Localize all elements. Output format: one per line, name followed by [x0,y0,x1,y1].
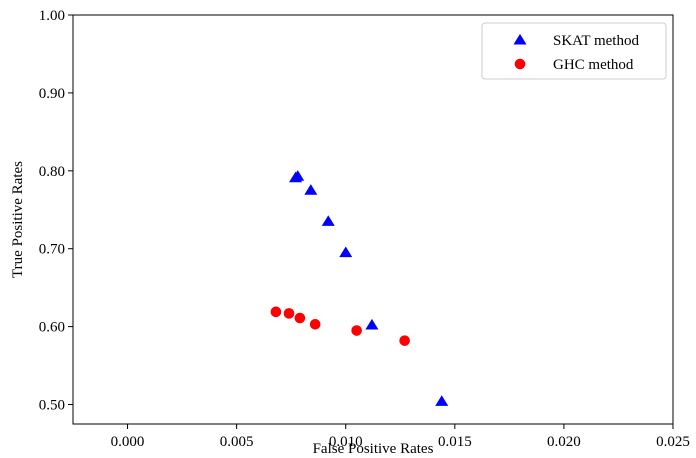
y-axis-title: True Positive Rates [10,161,26,278]
y-tick-label: 0.90 [39,86,65,102]
data-point-circle [309,318,321,330]
data-point-circle [283,308,295,319]
data-point-triangle [435,395,449,406]
data-point-circle [270,306,282,318]
y-tick-label: 1.00 [39,8,65,24]
plot-area [72,14,674,425]
data-point-triangle [339,246,353,258]
plot-frame [72,14,674,425]
series-circle [270,306,410,346]
data-point-circle [294,312,306,324]
data-point-triangle [365,318,379,330]
data-point-triangle [289,171,303,183]
axes: 0.000 0.005 0.010 0.015 0.020 0.025 0.50 0.60 0.… [39,8,690,450]
legend-label: SKAT method [553,33,639,49]
x-tick-label: 0.020 [547,434,581,450]
y-tick-label: 0.70 [39,242,65,258]
x-tick-label: 0.015 [438,434,472,450]
y-tick-label: 0.50 [39,398,65,414]
data-point-triangle [304,184,318,195]
x-tick-label: 0.010 [329,434,363,450]
legend-marker-triangle [513,33,527,45]
y-tick-label: 0.60 [39,320,65,336]
data-point-triangle [321,215,335,226]
legend: SKAT method GHC method [481,22,667,80]
x-axis-title: False Positive Rates [313,441,434,457]
x-tick-label: 0.005 [220,434,254,450]
legend-marker-circle [514,58,526,70]
legend-label: GHC method [553,57,634,73]
y-tick-label: 0.80 [39,164,65,180]
x-tick-label: 0.025 [656,434,690,450]
series-triangle [289,170,449,406]
x-tick-label: 0.000 [111,434,145,450]
data-marks [270,170,449,406]
data-point-circle [399,335,410,346]
legend-frame [481,22,667,80]
data-point-circle [351,325,362,336]
